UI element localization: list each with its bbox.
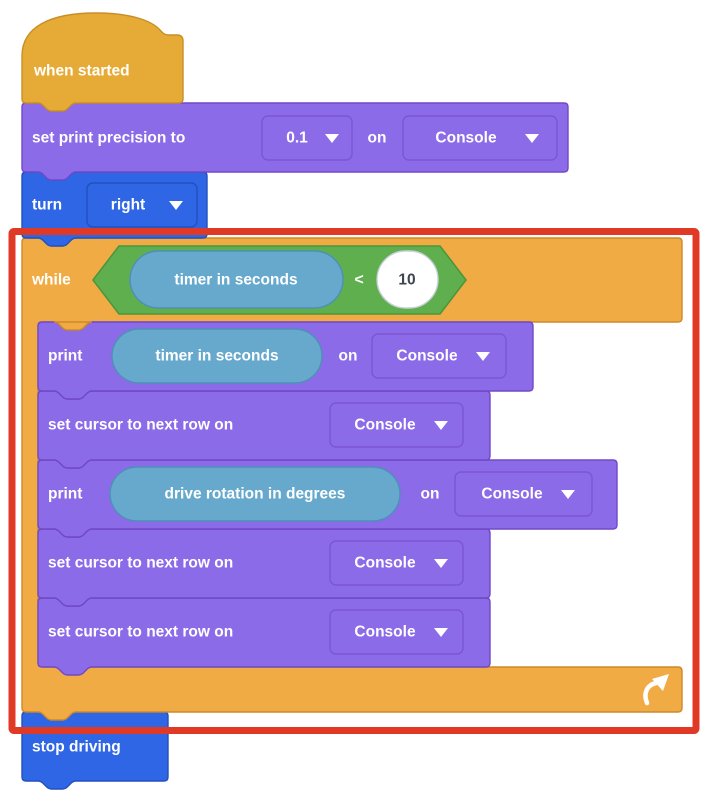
set-print-precision-label: set print precision to — [32, 130, 185, 147]
when-started-shape[interactable] — [21, 12, 184, 112]
timer-sensor-pill[interactable] — [129, 250, 344, 309]
operator-label: < — [354, 272, 363, 289]
device-value: Console — [354, 417, 416, 434]
while-label: while — [31, 272, 71, 289]
drive-rotation-sensor-pill[interactable] — [109, 466, 401, 522]
print-drive-device-dropdown[interactable]: Console — [454, 471, 593, 517]
print-drive-label: print — [48, 486, 82, 503]
chevron-down-icon — [434, 628, 448, 637]
set-cursor-3-device-dropdown[interactable]: Console — [329, 609, 464, 655]
dropdown-frame — [454, 471, 593, 517]
chevron-down-icon — [525, 134, 539, 143]
chevron-down-icon — [325, 134, 339, 143]
on-label: on — [421, 486, 440, 503]
while-header-nub — [53, 321, 93, 331]
chevron-down-icon — [434, 421, 448, 430]
limit-value-pill[interactable] — [376, 250, 439, 309]
device-value: Console — [435, 130, 497, 147]
set-cursor-2-device-dropdown[interactable]: Console — [329, 540, 464, 586]
set-cursor-1-device-dropdown[interactable]: Console — [329, 402, 464, 448]
block-when-started[interactable]: when started — [21, 12, 184, 112]
block-set-cursor-2[interactable]: set cursor to next row on Console — [37, 528, 491, 607]
dropdown-frame — [329, 540, 464, 586]
chevron-down-icon — [434, 559, 448, 568]
set-cursor-2-label: set cursor to next row on — [48, 555, 233, 572]
chevron-down-icon — [476, 352, 490, 361]
block-while[interactable]: while timer in seconds < 10 — [21, 237, 683, 721]
block-stop-driving[interactable]: stop driving — [21, 711, 169, 790]
selection-highlight-rectangle — [8, 228, 700, 734]
timer-sensor-label: timer in seconds — [155, 348, 278, 365]
set-cursor-3-label: set cursor to next row on — [48, 624, 233, 641]
drive-rotation-sensor-label: drive rotation in degrees — [165, 486, 346, 503]
on-label: on — [368, 130, 387, 147]
block-set-cursor-3[interactable]: set cursor to next row on Console — [37, 597, 491, 676]
timer-sensor-label: timer in seconds — [174, 272, 297, 289]
turn-label: turn — [32, 197, 62, 214]
chevron-down-icon — [169, 201, 183, 210]
precision-dropdown[interactable]: 0.1 — [261, 115, 353, 161]
device-value: Console — [481, 486, 543, 503]
device-value: Console — [354, 624, 416, 641]
block-set-cursor-1[interactable]: set cursor to next row on Console — [37, 390, 491, 469]
direction-value: right — [111, 197, 145, 214]
timer-sensor-pill[interactable] — [111, 328, 323, 384]
device-value: Console — [396, 348, 458, 365]
set-cursor-1-label: set cursor to next row on — [48, 417, 233, 434]
print-timer-device-dropdown[interactable]: Console — [371, 333, 507, 379]
when-started-label: when started — [33, 63, 130, 80]
while-condition-hexagon[interactable]: timer in seconds < 10 — [91, 245, 468, 315]
block-print-timer[interactable]: print timer in seconds on Console — [37, 321, 534, 400]
block-set-print-precision[interactable]: set print precision to 0.1 on Console — [21, 102, 569, 181]
on-label: on — [339, 348, 358, 365]
precision-device-dropdown[interactable]: Console — [402, 115, 558, 161]
limit-value: 10 — [398, 272, 415, 289]
stop-driving-label: stop driving — [32, 739, 121, 756]
block-print-drive-rotation[interactable]: print drive rotation in degrees on Conso… — [37, 459, 618, 538]
dropdown-frame — [261, 115, 353, 161]
device-value: Console — [354, 555, 416, 572]
dropdown-frame — [329, 609, 464, 655]
precision-value: 0.1 — [286, 130, 308, 147]
chevron-down-icon — [561, 490, 575, 499]
dropdown-frame — [371, 333, 507, 379]
dropdown-frame — [329, 402, 464, 448]
dropdown-frame — [86, 182, 198, 228]
print-timer-label: print — [48, 348, 82, 365]
dropdown-frame — [402, 115, 558, 161]
turn-direction-dropdown[interactable]: right — [86, 182, 198, 228]
loop-arrow-icon — [643, 674, 669, 706]
